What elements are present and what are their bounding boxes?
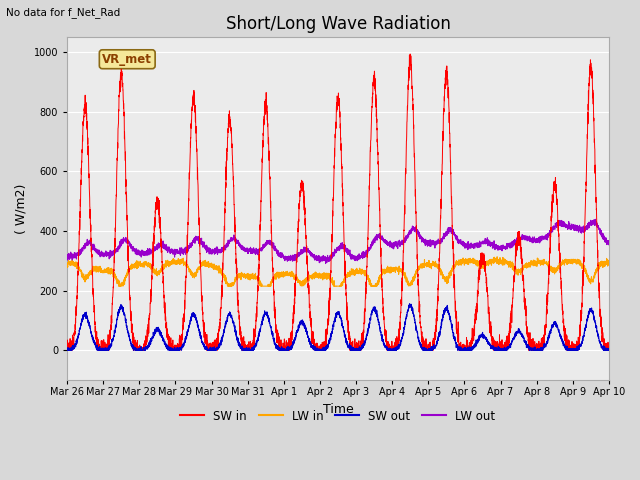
Y-axis label: ( W/m2): ( W/m2) <box>15 183 28 234</box>
X-axis label: Time: Time <box>323 403 353 416</box>
Text: No data for f_Net_Rad: No data for f_Net_Rad <box>6 7 121 18</box>
Legend: SW in, LW in, SW out, LW out: SW in, LW in, SW out, LW out <box>176 405 500 427</box>
Title: Short/Long Wave Radiation: Short/Long Wave Radiation <box>225 15 451 33</box>
Text: VR_met: VR_met <box>102 53 152 66</box>
